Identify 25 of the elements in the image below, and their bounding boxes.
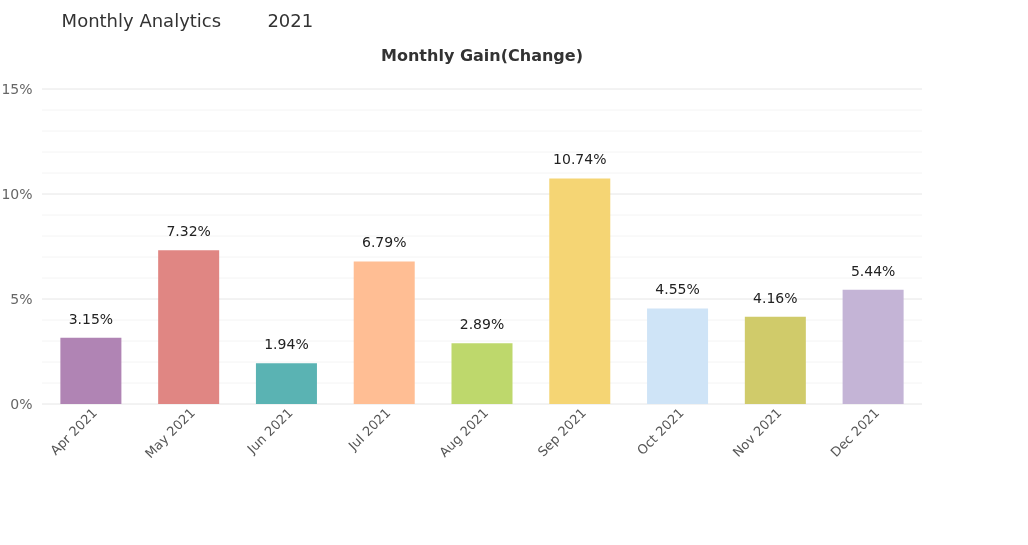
bar (647, 308, 709, 404)
chart-title: Monthly Gain(Change) (381, 46, 583, 65)
bar (255, 363, 317, 404)
data-label: 5.44% (850, 262, 896, 279)
bar (60, 337, 122, 404)
data-label: 7.32% (166, 223, 211, 240)
text: Monthly Analytics (61, 10, 222, 31)
data-label: 3.15% (68, 310, 114, 327)
data-label: 6.79% (361, 234, 407, 251)
y-tick-label: 5% (10, 290, 33, 307)
bar (451, 343, 513, 404)
bar (842, 289, 904, 404)
bar (353, 261, 415, 404)
y-tick-label: 10% (1, 185, 33, 202)
y-tick-label: 0% (10, 395, 33, 412)
data-label: 1.94% (264, 336, 309, 353)
data-label: 4.55% (655, 281, 700, 298)
bar (744, 316, 806, 404)
data-label: 4.16% (753, 289, 798, 306)
data-label: 2.89% (459, 316, 505, 333)
data-label: 10.74% (553, 151, 607, 168)
bar (158, 250, 220, 404)
y-tick-label: 15% (1, 80, 33, 97)
text: 2021 (267, 10, 314, 31)
bar (549, 178, 611, 404)
